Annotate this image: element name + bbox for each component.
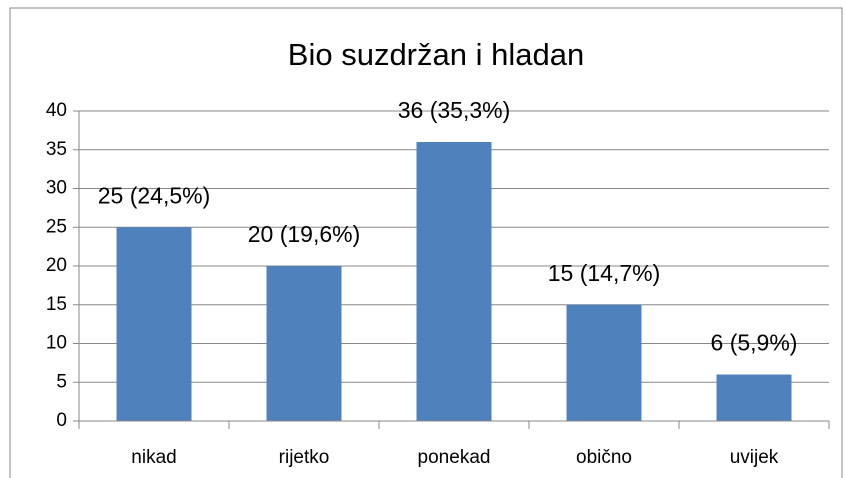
x-tick-label: rijetko	[279, 447, 330, 468]
y-tick-label: 10	[46, 333, 67, 354]
x-tick-label: nikad	[131, 447, 176, 468]
y-tick-label: 5	[56, 371, 67, 392]
y-tick-label: 35	[46, 139, 67, 160]
data-label: 6 (5,9%)	[711, 330, 798, 356]
data-label: 20 (19,6%)	[248, 221, 361, 247]
y-tick-label: 15	[46, 294, 67, 315]
bar	[716, 374, 792, 421]
y-tick-label: 0	[56, 410, 67, 431]
bar	[566, 304, 642, 421]
data-label: 15 (14,7%)	[548, 260, 661, 286]
bar	[266, 266, 342, 421]
x-tick-label: uvijek	[730, 447, 779, 468]
y-tick-label: 25	[46, 216, 67, 237]
bar	[116, 227, 192, 421]
y-tick-label: 30	[46, 178, 67, 199]
y-tick-label: 20	[46, 255, 67, 276]
y-tick-label: 40	[46, 100, 67, 121]
data-label: 25 (24,5%)	[98, 182, 211, 208]
x-tick-label: obično	[576, 447, 632, 468]
chart-title: Bio suzdržan i hladan	[288, 37, 584, 72]
data-label: 36 (35,3%)	[398, 97, 511, 123]
x-tick-label: ponekad	[418, 447, 491, 468]
bar	[416, 142, 492, 421]
